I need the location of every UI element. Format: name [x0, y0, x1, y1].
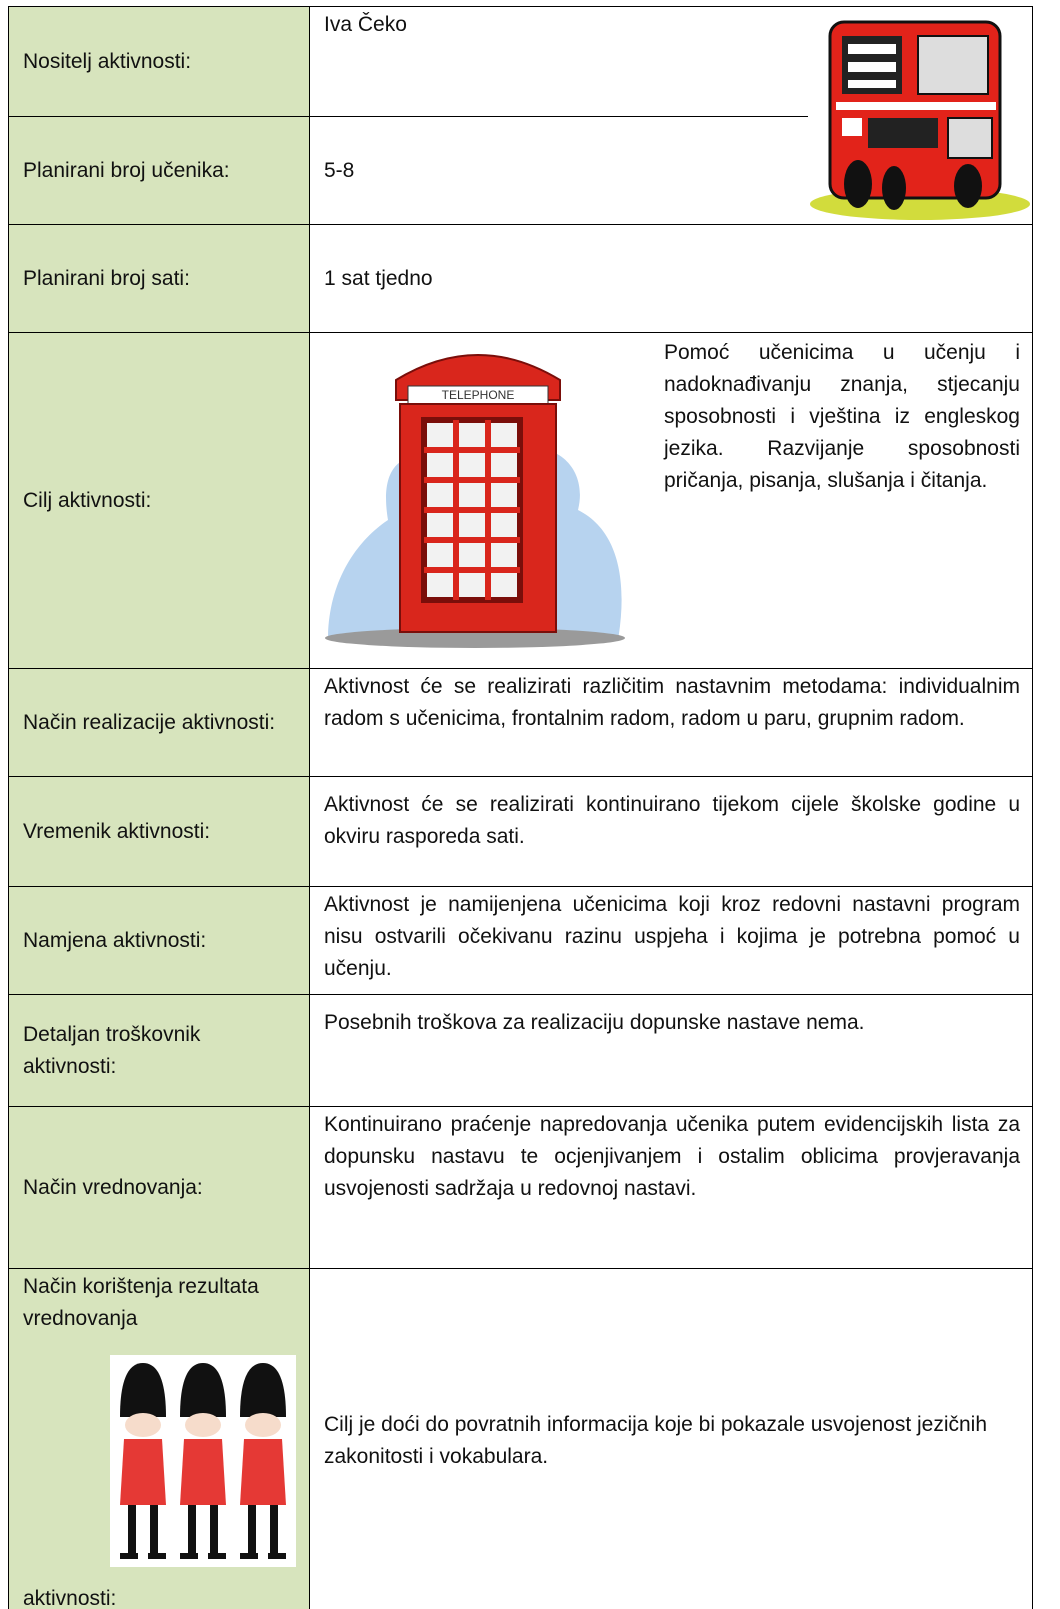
value: Aktivnost će se realizirati kontinuirano… — [309, 776, 1033, 887]
guards-image — [110, 1355, 296, 1567]
label: Način vrednovanja: — [8, 1106, 310, 1269]
label: Nositelj aktivnosti: — [8, 6, 310, 117]
booth-sign: TELEPHONE — [442, 388, 515, 402]
label: Planirani broj učenika: — [8, 116, 310, 225]
value: Aktivnost će se realizirati različitim n… — [309, 668, 1033, 777]
label: Način realizacije aktivnosti: — [8, 668, 310, 777]
label: aktivnosti: — [23, 1587, 117, 1609]
value: 1 sat tjedno — [309, 224, 1033, 333]
value: Aktivnost je namijenjena učenicima koji … — [309, 886, 1033, 995]
telephone-booth-image: TELEPHONE — [325, 354, 625, 648]
label: Vremenik aktivnosti: — [8, 776, 310, 887]
label: Detaljan troškovnik aktivnosti: — [8, 994, 310, 1107]
value: Posebnih troškova za realizaciju dopunsk… — [309, 994, 1033, 1107]
label: Cilj aktivnosti: — [8, 332, 310, 669]
value: Cilj je doći do povratnih informacija ko… — [309, 1268, 1033, 1609]
label: Način korištenja rezultata vrednovanja — [23, 1275, 259, 1330]
label: Namjena aktivnosti: — [8, 886, 310, 995]
value: Kontinuirano praćenje napredovanja učeni… — [309, 1106, 1033, 1269]
label: Planirani broj sati: — [8, 224, 310, 333]
bus-image — [808, 20, 1032, 222]
